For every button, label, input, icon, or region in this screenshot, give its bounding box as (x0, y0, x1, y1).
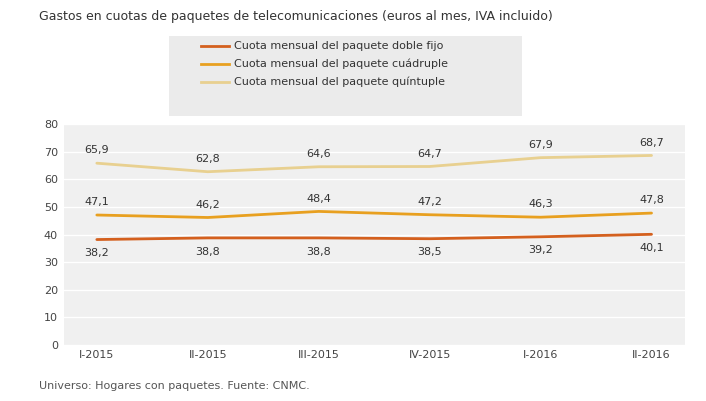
Text: Universo: Hogares con paquetes. Fuente: CNMC.: Universo: Hogares con paquetes. Fuente: … (39, 381, 309, 391)
Text: 39,2: 39,2 (528, 245, 553, 255)
Text: 38,8: 38,8 (196, 247, 220, 257)
Text: Cuota mensual del paquete cuádruple: Cuota mensual del paquete cuádruple (234, 59, 448, 69)
Text: 68,7: 68,7 (639, 138, 664, 148)
Text: 38,5: 38,5 (417, 247, 442, 257)
Text: Cuota mensual del paquete doble fijo: Cuota mensual del paquete doble fijo (234, 41, 444, 51)
Text: 65,9: 65,9 (85, 146, 109, 156)
Text: 64,7: 64,7 (417, 149, 442, 159)
Text: 48,4: 48,4 (306, 194, 331, 204)
Text: 47,2: 47,2 (417, 197, 442, 207)
Text: 40,1: 40,1 (639, 243, 664, 253)
Text: 38,8: 38,8 (306, 247, 331, 257)
Text: Cuota mensual del paquete quíntuple: Cuota mensual del paquete quíntuple (234, 77, 445, 87)
Text: 38,2: 38,2 (85, 248, 109, 258)
Text: 47,1: 47,1 (85, 197, 109, 207)
Text: 64,6: 64,6 (306, 149, 331, 159)
Text: 46,2: 46,2 (196, 200, 220, 210)
Text: Gastos en cuotas de paquetes de telecomunicaciones (euros al mes, IVA incluido): Gastos en cuotas de paquetes de telecomu… (39, 10, 553, 23)
Text: 67,9: 67,9 (528, 140, 553, 150)
Text: 62,8: 62,8 (196, 154, 220, 164)
Text: 46,3: 46,3 (528, 199, 553, 209)
Text: 47,8: 47,8 (639, 195, 664, 205)
